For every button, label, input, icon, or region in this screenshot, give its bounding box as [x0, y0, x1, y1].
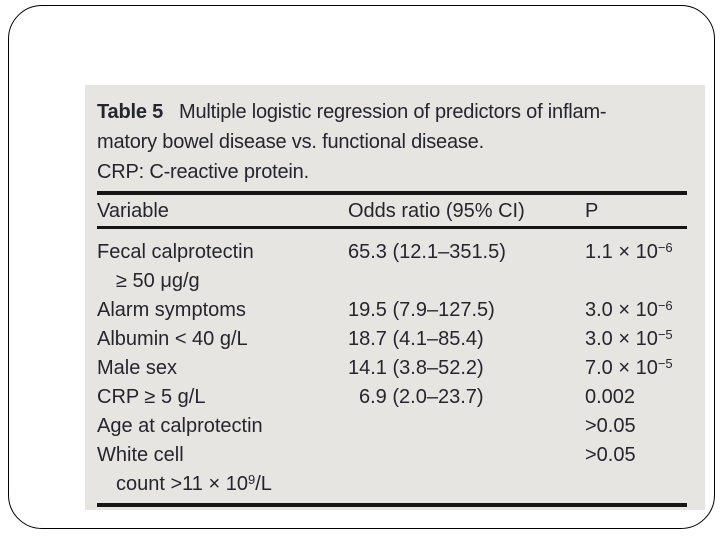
cell-variable: Male sex: [97, 357, 178, 379]
cell-variable: Albumin < 40 g/L: [97, 328, 248, 350]
header-divider-rule: [97, 226, 687, 229]
cell-odds-ratio: 6.9 (2.0–23.7): [359, 386, 484, 408]
table-body: Fecal calprotectin ≥ 50 μg/g 65.3 (12.1–…: [97, 229, 687, 499]
table-row: CRP ≥ 5 g/L 6.9 (2.0–23.7) 0.002: [97, 383, 687, 412]
variable-continuation: count >11 × 109/L: [116, 472, 272, 495]
cell-p-value: 3.0 × 10−5: [585, 327, 673, 350]
table-caption: Table 5 Multiple logistic regression of p…: [97, 97, 687, 187]
header-variable: Variable: [97, 200, 169, 222]
header-p: P: [585, 200, 599, 222]
cell-p-value: >0.05: [585, 444, 636, 466]
cell-variable: Alarm symptoms: [97, 299, 246, 321]
top-rule: [97, 191, 687, 195]
table-row: Male sex 14.1 (3.8–52.2) 7.0 × 10−5: [97, 354, 687, 383]
bottom-rule: [97, 503, 687, 507]
cell-p-value: 0.002: [585, 386, 636, 408]
table-label: Table 5: [97, 101, 164, 123]
cell-odds-ratio: [348, 441, 585, 499]
table5-figure: Table 5 Multiple logistic regression of p…: [85, 85, 705, 510]
cell-p-value: >0.05: [585, 415, 636, 437]
table-row: Fecal calprotectin ≥ 50 μg/g 65.3 (12.1–…: [97, 238, 687, 296]
table-header-row: Variable Odds ratio (95% CI) P: [97, 195, 687, 226]
cell-odds-ratio: 18.7 (4.1–85.4): [348, 328, 484, 350]
cell-odds-ratio: 65.3 (12.1–351.5): [348, 241, 506, 263]
table-row: Albumin < 40 g/L 18.7 (4.1–85.4) 3.0 × 1…: [97, 325, 687, 354]
cell-odds-ratio: [348, 412, 585, 441]
table-row: Age at calprotectin >0.05: [97, 412, 687, 441]
cell-p-value: 1.1 × 10−6: [585, 240, 673, 263]
caption-line1: Table 5 Multiple logistic regression of p…: [97, 97, 687, 127]
cell-p-value: 7.0 × 10−5: [585, 356, 673, 379]
cell-odds-ratio: 14.1 (3.8–52.2): [348, 357, 484, 379]
cell-variable: Age at calprotectin: [97, 415, 263, 437]
variable-continuation: ≥ 50 μg/g: [116, 270, 200, 292]
cell-odds-ratio: 19.5 (7.9–127.5): [348, 299, 495, 321]
caption-line2: matory bowel disease vs. functional dise…: [97, 131, 484, 153]
caption-line3: CRP: C-reactive protein.: [97, 161, 309, 183]
header-odds-ratio: Odds ratio (95% CI): [348, 200, 525, 222]
table-row: White cell count >11 × 109/L >0.05: [97, 441, 687, 499]
cell-variable: CRP ≥ 5 g/L: [97, 386, 206, 408]
cell-p-value: 3.0 × 10−6: [585, 298, 673, 321]
cell-variable: Fecal calprotectin ≥ 50 μg/g: [97, 238, 348, 296]
cell-variable: White cell count >11 × 109/L: [97, 441, 348, 499]
caption-title-part1: Multiple logistic regression of predicto…: [179, 101, 607, 123]
table-row: Alarm symptoms 19.5 (7.9–127.5) 3.0 × 10…: [97, 296, 687, 325]
